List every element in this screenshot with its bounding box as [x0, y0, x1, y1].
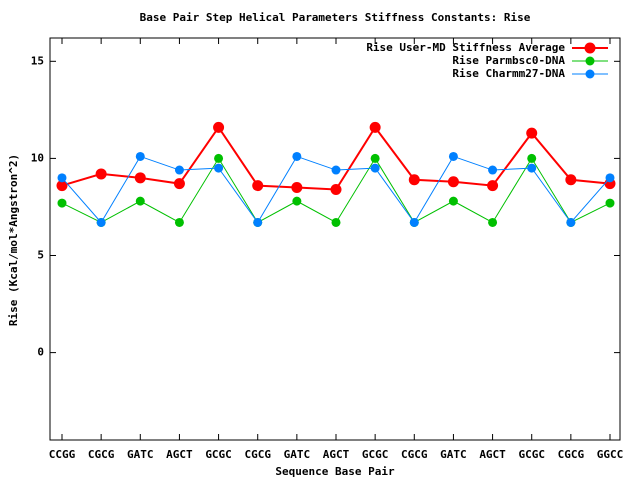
data-point — [135, 196, 145, 206]
data-point — [213, 121, 225, 133]
data-point — [488, 217, 498, 227]
data-point — [253, 217, 263, 227]
y-tick-label: 5 — [37, 249, 44, 262]
legend-label: Rise Parmbsc0-DNA — [452, 54, 565, 67]
y-axis-label: Rise (Kcal/mol*Angstron^2) — [7, 154, 20, 326]
data-point — [331, 217, 341, 227]
data-point — [527, 153, 537, 163]
data-point — [331, 165, 341, 175]
legend-marker — [584, 42, 596, 54]
data-point — [448, 151, 458, 161]
data-point — [369, 121, 381, 133]
data-point — [448, 196, 458, 206]
y-tick-label: 0 — [37, 346, 44, 359]
plot-frame — [49, 37, 621, 441]
x-axis-label: Sequence Base Pair — [275, 465, 395, 478]
x-tick-label: CGCG — [558, 448, 585, 461]
x-tick-label: CGCG — [244, 448, 271, 461]
data-point — [291, 182, 303, 194]
data-point — [370, 153, 380, 163]
data-point — [56, 180, 68, 192]
data-point — [57, 173, 67, 183]
data-point — [134, 172, 146, 184]
y-tick-label: 15 — [31, 54, 44, 67]
data-point — [409, 217, 419, 227]
data-point — [174, 217, 184, 227]
data-point — [487, 180, 499, 192]
x-tick-label: GATC — [440, 448, 467, 461]
legend-marker — [585, 56, 595, 66]
data-point — [214, 153, 224, 163]
data-point — [174, 165, 184, 175]
legend-marker — [585, 69, 595, 79]
x-tick-label: GCGC — [205, 448, 232, 461]
chart-title: Base Pair Step Helical Parameters Stiffn… — [140, 11, 531, 24]
x-tick-label: AGCT — [166, 448, 193, 461]
data-point — [292, 196, 302, 206]
data-point — [566, 217, 576, 227]
x-tick-label: AGCT — [479, 448, 506, 461]
data-point — [214, 163, 224, 173]
data-point — [173, 178, 185, 190]
data-point — [57, 198, 67, 208]
x-tick-label: CGCG — [401, 448, 428, 461]
x-tick-label: GGCC — [597, 448, 624, 461]
x-tick-label: CGCG — [88, 448, 115, 461]
data-point — [330, 183, 342, 195]
data-point — [605, 173, 615, 183]
legend-label: Rise Charmm27-DNA — [452, 67, 565, 80]
x-tick-label: GATC — [284, 448, 311, 461]
data-point — [565, 174, 577, 186]
x-tick-label: CCGG — [49, 448, 76, 461]
data-point — [95, 168, 107, 180]
data-point — [252, 180, 264, 192]
x-tick-label: GATC — [127, 448, 154, 461]
data-point — [488, 165, 498, 175]
data-point — [135, 151, 145, 161]
data-point — [527, 163, 537, 173]
data-point — [292, 151, 302, 161]
data-point — [526, 127, 538, 139]
data-point — [605, 198, 615, 208]
data-point — [370, 163, 380, 173]
legend-label: Rise User-MD Stiffness Average — [366, 41, 565, 54]
y-tick-label: 10 — [31, 151, 44, 164]
data-point — [96, 217, 106, 227]
data-point — [447, 176, 459, 188]
data-point — [408, 174, 420, 186]
x-tick-label: AGCT — [323, 448, 350, 461]
x-tick-label: GCGC — [362, 448, 389, 461]
x-tick-label: GCGC — [518, 448, 545, 461]
